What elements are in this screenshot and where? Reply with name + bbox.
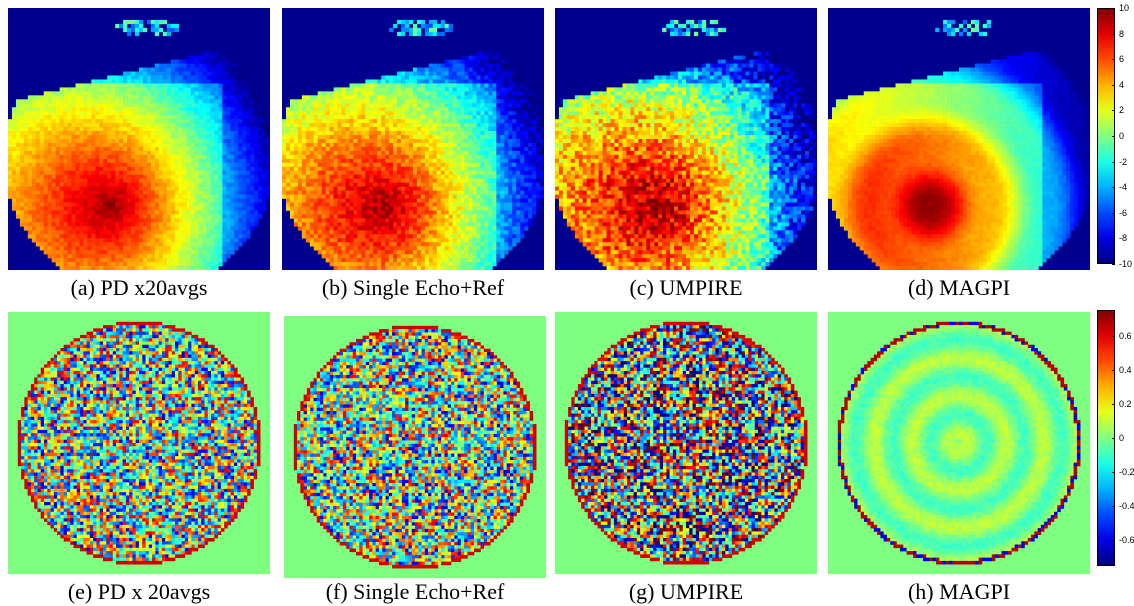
ticks-row1-label-2: 6 xyxy=(1119,54,1124,64)
ticks-row1-mark-6 xyxy=(1112,161,1115,163)
ticks-row2-mark-0 xyxy=(1112,335,1115,337)
ticks-row2-label-3: 0 xyxy=(1119,433,1124,443)
caption-d: (d) MAGPI xyxy=(828,275,1090,301)
error-map-f xyxy=(284,316,546,578)
caption-f: (f) Single Echo+Ref xyxy=(284,579,546,605)
ticks-row1-label-9: -8 xyxy=(1119,233,1127,243)
ticks-row1-mark-2 xyxy=(1112,59,1115,61)
ticks-row1-label-7: -4 xyxy=(1119,182,1127,192)
ticks-row1-label-5: 0 xyxy=(1119,131,1124,141)
ticks-row2-mark-2 xyxy=(1112,403,1115,405)
ticks-row1-mark-8 xyxy=(1112,212,1115,214)
ticks-row2-mark-5 xyxy=(1112,506,1115,508)
ticks-row1-label-10: -10 xyxy=(1119,259,1132,269)
ticks-row2-mark-1 xyxy=(1112,369,1115,371)
phase-map-a xyxy=(8,8,270,270)
ticks-row1-mark-7 xyxy=(1112,187,1115,189)
caption-b: (b) Single Echo+Ref xyxy=(282,275,544,301)
phase-map-c xyxy=(555,8,817,270)
error-map-h-svg xyxy=(828,312,1090,574)
phase-map-b-svg xyxy=(282,8,544,270)
ticks-row1-label-6: -2 xyxy=(1119,157,1127,167)
error-map-e-svg xyxy=(8,312,270,574)
phase-map-d xyxy=(828,8,1090,270)
ticks-row1-mark-5 xyxy=(1112,136,1115,137)
ticks-row2-label-2: 0.2 xyxy=(1119,399,1132,409)
caption-e: (e) PD x 20avgs xyxy=(8,579,270,605)
ticks-row1-mark-3 xyxy=(1112,84,1115,86)
ticks-row1-label-1: 8 xyxy=(1119,29,1124,39)
phase-map-a-svg xyxy=(8,8,270,270)
error-map-g xyxy=(555,312,817,574)
caption-c: (c) UMPIRE xyxy=(555,275,817,301)
ticks-row1-label-3: 4 xyxy=(1119,80,1124,90)
ticks-row2-label-6: -0.6 xyxy=(1119,535,1134,545)
error-map-e xyxy=(8,312,270,574)
ticks-row1-mark-0 xyxy=(1112,8,1115,9)
ticks-row1-mark-10 xyxy=(1112,264,1115,265)
ticks-row2-mark-3 xyxy=(1112,438,1115,439)
ticks-row2-label-1: 0.4 xyxy=(1119,365,1132,375)
ticks-row1-label-8: -6 xyxy=(1119,208,1127,218)
ticks-row1-label-0: 10 xyxy=(1119,3,1129,13)
ticks-row1-label-4: 2 xyxy=(1119,105,1124,115)
ticks-row1-mark-1 xyxy=(1112,33,1115,35)
ticks-row1-mark-9 xyxy=(1112,238,1115,240)
ticks-row2-mark-6 xyxy=(1112,540,1115,542)
ticks-row2-label-0: 0.6 xyxy=(1119,331,1132,341)
error-map-f-svg xyxy=(284,316,546,578)
ticks-row1-mark-4 xyxy=(1112,110,1115,112)
error-map-h xyxy=(828,312,1090,574)
ticks-row2-mark-4 xyxy=(1112,472,1115,474)
error-map-g-svg xyxy=(555,312,817,574)
phase-map-d-svg xyxy=(828,8,1090,270)
phase-map-c-svg xyxy=(555,8,817,270)
ticks-row2-label-5: -0.4 xyxy=(1119,501,1134,511)
phase-map-b xyxy=(282,8,544,270)
caption-h: (h) MAGPI xyxy=(828,579,1090,605)
ticks-row2-label-4: -0.2 xyxy=(1119,467,1134,477)
caption-g: (g) UMPIRE xyxy=(555,579,817,605)
caption-a: (a) PD x20avgs xyxy=(8,275,270,301)
